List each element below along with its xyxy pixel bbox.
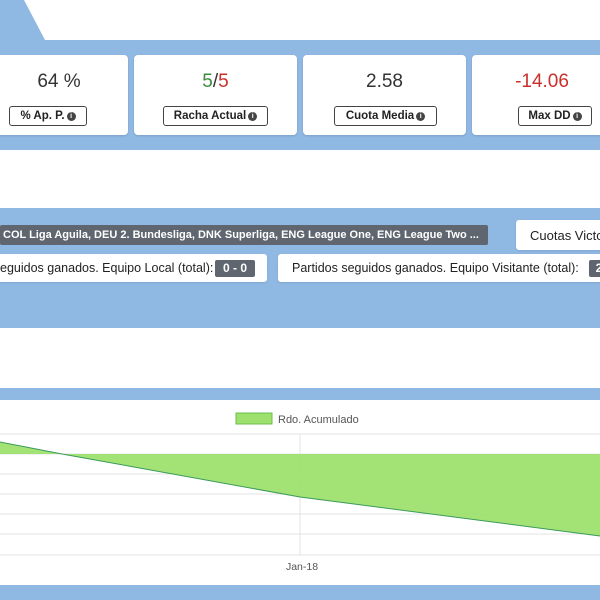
stat-label-odds[interactable]: Cuota Media i: [334, 106, 437, 126]
stat-label-odds-text: Cuota Media: [345, 110, 415, 122]
streak-visitor-label: Partidos seguidos ganados. Equipo Visita…: [292, 261, 579, 275]
stat-label-streak[interactable]: Racha Actual i: [163, 106, 268, 126]
area-series-line: [0, 441, 600, 537]
x-tick-label: Jan-18: [286, 561, 318, 573]
info-icon[interactable]: i: [248, 112, 258, 121]
top-tab[interactable]: [0, 0, 45, 40]
stat-label-maxdd[interactable]: Max DD i: [518, 106, 592, 126]
chart-panel: Rdo. Acumulado Jan-18: [0, 400, 600, 585]
stat-label-success-text: % Ap. P.: [20, 110, 65, 122]
stat-label-success[interactable]: % Ap. P. i: [9, 106, 87, 126]
legend-swatch[interactable]: [235, 412, 273, 425]
stat-value-streak: 5/5: [134, 71, 297, 93]
stat-value-odds: 2.58: [366, 71, 403, 92]
info-icon[interactable]: i: [572, 112, 582, 121]
stat-label-maxdd-text: Max DD: [528, 110, 571, 122]
odds-box-label: Cuotas Victo: [530, 228, 600, 243]
info-icon[interactable]: i: [66, 112, 76, 121]
streak-wins: 5: [202, 71, 213, 92]
streak-visitor-box: Partidos seguidos ganados. Equipo Visita…: [278, 254, 600, 282]
stat-value-maxdd: -14.06: [515, 71, 569, 92]
streak-visitor-value: 2: [589, 260, 600, 277]
streak-local-box: eguidos ganados. Equipo Local (total): 0…: [0, 254, 267, 282]
streak-local-value: 0 - 0: [215, 260, 255, 277]
info-icon[interactable]: i: [416, 112, 426, 121]
area-series-fill[interactable]: [0, 442, 600, 536]
chart-svg: Rdo. Acumulado Jan-18: [0, 412, 600, 573]
stat-label-streak-text: Racha Actual: [173, 110, 247, 122]
stat-value-success: 64 %: [37, 71, 81, 92]
streak-total: 5: [218, 71, 229, 92]
streak-local-label: eguidos ganados. Equipo Local (total):: [0, 261, 214, 275]
leagues-tag[interactable]: COL Liga Aguila, DEU 2. Bundesliga, DNK …: [0, 225, 488, 245]
legend-label: Rdo. Acumulado: [278, 414, 359, 426]
odds-box[interactable]: Cuotas Victo: [516, 220, 600, 250]
streak-sep: /: [212, 71, 219, 92]
